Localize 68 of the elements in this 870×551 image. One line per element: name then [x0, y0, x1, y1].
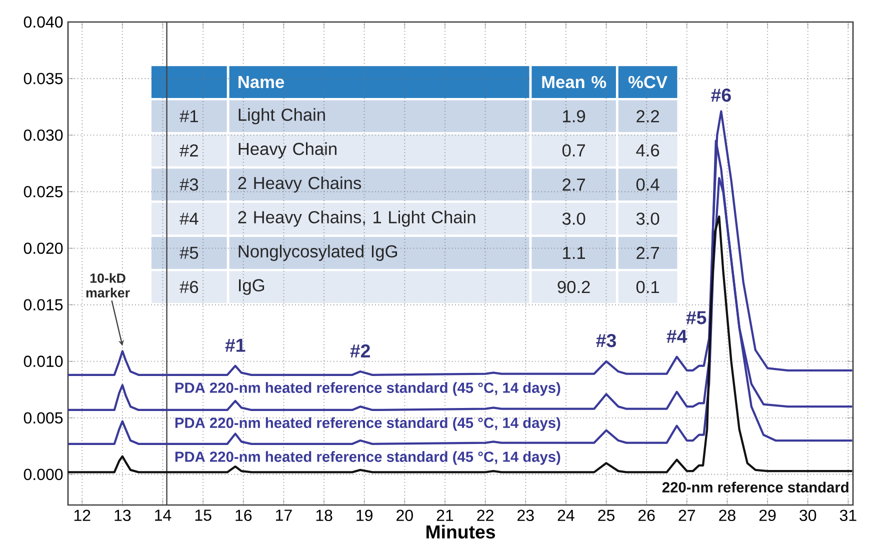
- y-tick-label: 0.040: [24, 16, 63, 28]
- x-tick-label: 16: [236, 510, 252, 522]
- annotation: 1.9: [563, 110, 586, 122]
- x-tick-label: 27: [678, 510, 695, 521]
- annotation: #5: [686, 311, 706, 324]
- annotation: 2.7: [562, 178, 585, 191]
- y-tick-label: 0.030: [24, 129, 63, 141]
- annotation: #3: [596, 334, 616, 348]
- annotation: #1: [180, 110, 198, 122]
- annotation: 1.1: [563, 246, 586, 259]
- x-tick-label: 17: [276, 510, 292, 521]
- annotation: 10-kD marker: [86, 273, 130, 298]
- y-tick-label: 0.015: [24, 299, 63, 310]
- x-tick-label: 25: [598, 510, 614, 522]
- x-tick-label: 13: [114, 510, 131, 522]
- x-tick-label: 12: [74, 510, 90, 521]
- annotation: 90.2: [558, 280, 590, 294]
- y-tick-label: 0.000: [24, 468, 63, 480]
- y-tick-label: 0.005: [24, 412, 63, 424]
- x-tick-label: 19: [356, 510, 372, 522]
- x-axis-title: Minutes: [426, 524, 496, 539]
- annotation: #4: [180, 212, 198, 225]
- annotation: #6: [180, 280, 198, 294]
- annotation: 3.0: [562, 212, 586, 225]
- x-tick-label: 20: [396, 510, 413, 522]
- annotation: Name: [238, 76, 284, 88]
- series-label: PDA 220-nm heated reference standard (45 °C, 14 days): [175, 451, 560, 465]
- x-tick-label: 26: [638, 510, 655, 522]
- x-tick-label: 30: [800, 510, 816, 522]
- x-tick-label: 21: [436, 510, 454, 521]
- annotation: Mean %: [542, 76, 606, 88]
- annotation: #2: [180, 144, 198, 156]
- x-tick-label: 22: [477, 510, 494, 521]
- annotation: Light Chain: [238, 108, 325, 124]
- annotation: 0.1: [636, 280, 659, 294]
- annotation: IgG: [239, 279, 264, 295]
- y-tick-label: 0.020: [24, 242, 63, 254]
- annotation: Heavy Chain: [238, 142, 336, 158]
- annotation: #1: [225, 338, 246, 352]
- x-tick-label: 23: [518, 510, 534, 522]
- annotation: 2.2: [636, 110, 659, 122]
- x-tick-label: 18: [316, 510, 332, 522]
- annotation: #6: [711, 88, 731, 102]
- annotation: #4: [666, 330, 688, 343]
- annotation: 3.0: [636, 212, 660, 225]
- y-tick-label: 0.035: [24, 72, 63, 84]
- annotation: 0.7: [562, 144, 585, 157]
- x-tick-label: 29: [759, 510, 776, 522]
- x-tick-label: 14: [155, 510, 172, 521]
- x-tick-label: 15: [195, 510, 212, 521]
- series-label: 220-nm reference standard: [662, 482, 848, 492]
- annotation: %CV: [628, 76, 668, 88]
- annotation: 2.7: [636, 246, 659, 259]
- annotation: #3: [180, 178, 198, 191]
- y-tick-label: 0.025: [24, 186, 63, 198]
- annotation: #5: [180, 246, 198, 259]
- annotation: 2 Heavy Chains, 1 Light Chain: [238, 210, 476, 227]
- series-label: PDA 220-nm heated reference standard (45 °C, 14 days): [175, 382, 560, 396]
- x-tick-label: 28: [719, 510, 736, 522]
- annotation: 0.4: [636, 178, 660, 191]
- annotation: Nonglycosylated IgG: [238, 244, 397, 261]
- annotation: 4.6: [636, 144, 660, 157]
- y-tick-label: 0.010: [24, 356, 63, 367]
- series-label: PDA 220-nm heated reference standard (45 °C, 14 days): [175, 417, 560, 431]
- annotation: 2 Heavy Chains: [238, 176, 362, 193]
- x-tick-label: 31: [840, 510, 856, 522]
- annotation: #2: [350, 344, 370, 358]
- x-tick-label: 24: [558, 510, 574, 521]
